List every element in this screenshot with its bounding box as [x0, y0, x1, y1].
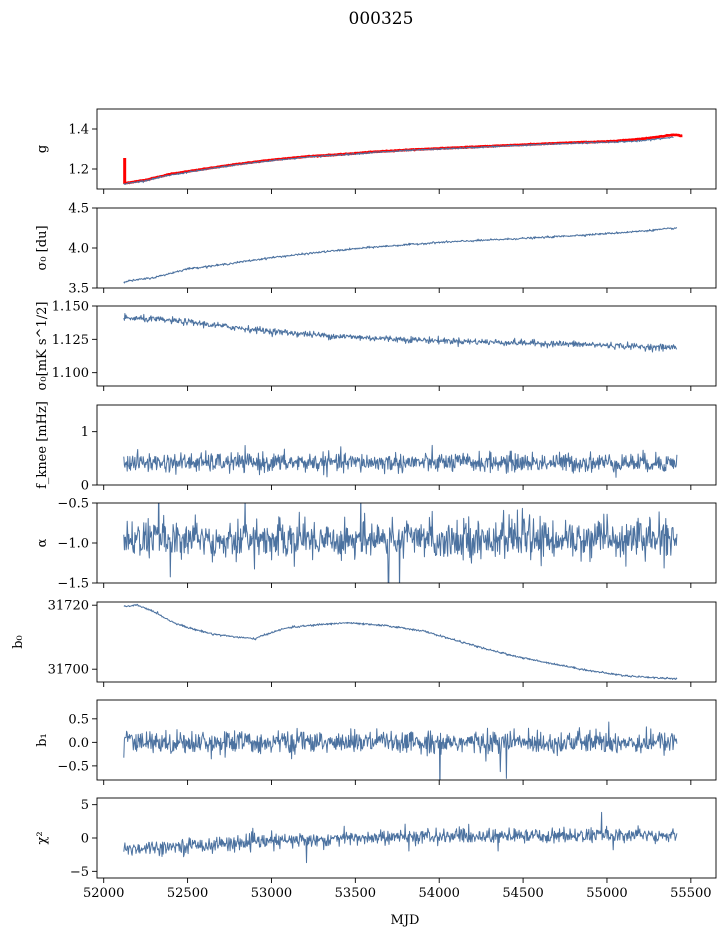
y-tick-label: 31700 — [48, 663, 89, 678]
x-tick-label: 53500 — [335, 886, 376, 901]
y-tick-label: −0.5 — [57, 497, 89, 512]
y-tick-label: 1.2 — [68, 163, 89, 178]
panel-frame-g — [96, 108, 717, 190]
y-tick-label: 3.5 — [68, 282, 89, 297]
x-tick-label: 52000 — [83, 886, 124, 901]
series-group-sigma0-du — [123, 227, 678, 284]
panel-alpha: −1.5 −1.0 −0.5 α — [35, 497, 717, 592]
y-tick-label: 4.0 — [68, 242, 89, 257]
series-group-g — [123, 133, 684, 185]
y-axis-label-alpha: α — [35, 538, 50, 547]
series-group-sigma0-mk — [123, 313, 678, 353]
y-tick-label: −0.5 — [57, 759, 89, 774]
y-tick-label: 0 — [81, 479, 89, 494]
panel-b0: 31700 31720 b₀ — [11, 599, 717, 687]
series-line-sigma0-du — [123, 227, 678, 284]
y-tick-label: 1.4 — [68, 123, 89, 138]
y-tick-label: −1.5 — [57, 577, 89, 592]
y-tick-label: 1.125 — [52, 333, 89, 348]
panels: 1.2 1.4 g 3.5 4.0 4.5 σ₀ [du] 1.100 1.125 1.150σ₀… — [11, 108, 717, 901]
x-tick-label: 55000 — [586, 886, 627, 901]
series-line-g-data — [123, 136, 674, 185]
panel-sigma0-du: 3.5 4.0 4.5 σ₀ [du] — [35, 202, 717, 297]
y-tick-label: 1 — [81, 425, 89, 440]
panel-frame-fknee — [96, 404, 717, 486]
panel-frame-b0 — [96, 601, 717, 683]
y-tick-label: 1.100 — [52, 366, 89, 381]
series-line-chi2 — [123, 811, 678, 864]
series-line-b0 — [123, 603, 678, 680]
y-axis-label-chi2: χ² — [35, 831, 50, 844]
x-tick-label: 52500 — [167, 886, 208, 901]
panel-frame-sigma0-mk — [96, 305, 717, 387]
y-axis-label-g: g — [35, 145, 50, 153]
series-line-sigma0-mk — [123, 313, 678, 353]
x-tick-label: 53000 — [251, 886, 292, 901]
series-line-alpha — [123, 503, 678, 583]
series-group-alpha — [123, 503, 678, 583]
panel-frame-b1 — [96, 699, 717, 781]
figure-title: 000325 — [349, 9, 414, 29]
y-axis-label-b0: b₀ — [11, 635, 26, 649]
panel-fknee: 0 1 f_knee [mHz] — [35, 401, 717, 494]
panel-b1: −0.5 0.0 0.5 b₁ — [35, 699, 717, 785]
series-group-fknee — [123, 444, 678, 478]
x-axis-label: MJD — [391, 913, 420, 928]
panel-g: 1.2 1.4 g — [35, 108, 717, 194]
y-tick-label: 1.150 — [52, 300, 89, 315]
series-line-b1 — [123, 721, 678, 780]
x-tick-label: 54000 — [419, 886, 460, 901]
series-group-b1 — [123, 721, 678, 780]
panel-chi2: −5 0 5 52000 52500 53000 53500 54000 54500 55000 5… — [35, 797, 717, 901]
panel-frame-sigma0-du — [96, 207, 717, 289]
y-tick-label: 0.5 — [68, 712, 89, 727]
y-axis-label-sigma0-du: σ₀ [du] — [35, 225, 50, 270]
series-group-chi2 — [123, 811, 678, 864]
y-tick-label: −5 — [70, 865, 89, 880]
y-tick-label: 4.5 — [68, 202, 89, 217]
series-group-b0 — [123, 603, 678, 680]
y-axis-label-fknee: f_knee [mHz] — [35, 401, 50, 489]
y-tick-label: −1.0 — [57, 537, 89, 552]
y-tick-label: 5 — [81, 798, 89, 813]
y-axis-label-b1: b₁ — [35, 733, 50, 747]
y-axis-label-sigma0-mk: σ₀[mK s^1/2] — [35, 302, 50, 391]
x-tick-label: 54500 — [502, 886, 543, 901]
y-tick-label: 31720 — [48, 599, 89, 614]
y-tick-label: 0 — [81, 832, 89, 847]
y-tick-label: 0.0 — [68, 736, 89, 751]
x-tick-label: 55500 — [670, 886, 711, 901]
series-line-fknee — [123, 444, 678, 478]
